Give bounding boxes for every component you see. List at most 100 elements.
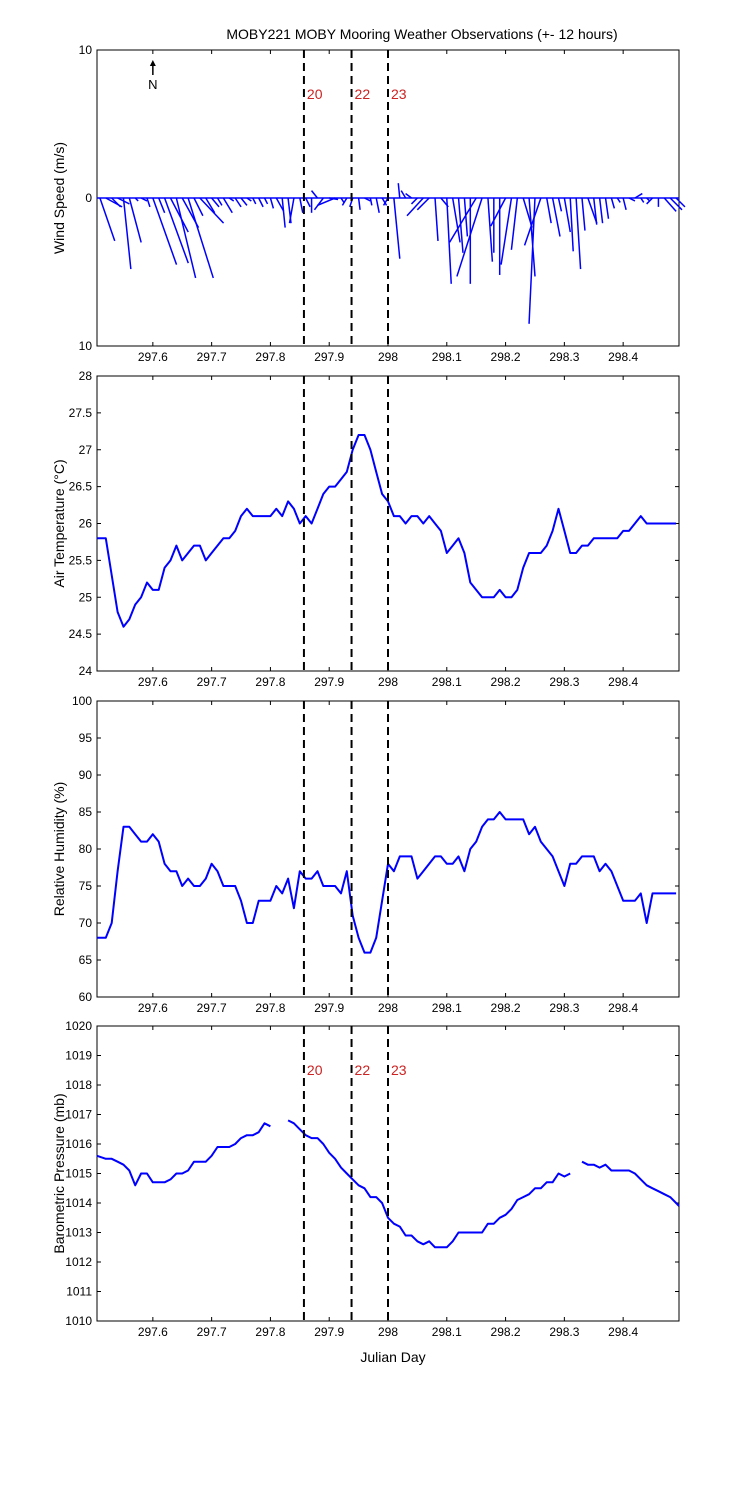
relative-humidity-y-tick-label: 70 <box>79 916 93 930</box>
air-temperature-y-tick-label: 25 <box>79 590 93 604</box>
wind-stick <box>451 197 461 243</box>
wind-stick <box>569 197 574 252</box>
wind-stick <box>340 197 345 203</box>
wind-stick <box>317 197 336 207</box>
wind-stick <box>640 197 645 203</box>
wind-stick <box>575 197 582 270</box>
relative-humidity-y-tick-label: 60 <box>79 990 93 1004</box>
air-temperature-x-tick-label: 297.9 <box>314 675 344 689</box>
relative-humidity-x-tick-label: 298.1 <box>432 1001 462 1015</box>
wind-stick <box>669 197 683 211</box>
wind-stick <box>299 197 304 213</box>
wind-stick <box>416 197 430 211</box>
wind-speed-x-tick-label: 298.3 <box>549 350 579 364</box>
wind-speed-x-tick-label: 298.2 <box>491 350 521 364</box>
wind-stick <box>397 183 401 199</box>
barometric-pressure-series-line <box>96 1122 271 1187</box>
wind-stick <box>222 197 233 214</box>
air-temperature-y-tick-label: 28 <box>79 369 93 383</box>
wind-speed-event-label: 20 <box>307 86 323 102</box>
wind-stick <box>357 197 361 210</box>
relative-humidity-y-tick-label: 65 <box>79 953 93 967</box>
air-temperature-x-tick-label: 297.7 <box>197 675 227 689</box>
barometric-pressure-y-tick-label: 1013 <box>65 1226 92 1240</box>
barometric-pressure-y-tick-label: 1015 <box>65 1167 92 1181</box>
wind-speed-x-tick-label: 298 <box>378 350 398 364</box>
wind-speed-y-tick-label: 10 <box>79 43 93 57</box>
wind-speed-x-tick-label: 297.9 <box>314 350 344 364</box>
wind-speed-y-tick-label: 10 <box>79 339 93 353</box>
wind-stick <box>528 197 536 277</box>
air-temperature-x-tick-label: 298.4 <box>608 675 638 689</box>
wind-stick <box>523 197 542 246</box>
relative-humidity-y-tick-label: 90 <box>79 768 93 782</box>
wind-stick <box>381 197 388 206</box>
barometric-pressure-y-tick-label: 1017 <box>65 1108 92 1122</box>
relative-humidity-x-tick-label: 298.4 <box>608 1001 638 1015</box>
air-temperature-panel: 24 24.5 25 25.5 26 26.5 27 27.5 28 297.6 297.7 297.… <box>51 369 680 689</box>
wind-stick <box>99 197 116 242</box>
barometric-pressure-x-tick-label: 297.8 <box>255 1325 285 1339</box>
wind-stick <box>111 197 122 208</box>
wind-stick <box>610 197 616 209</box>
wind-stick <box>622 197 627 211</box>
wind-stick <box>193 197 204 217</box>
barometric-pressure-y-tick-label: 1020 <box>65 1019 92 1033</box>
wind-speed-x-tick-label: 297.6 <box>138 350 168 364</box>
wind-stick <box>375 197 380 213</box>
air-temperature-y-tick-label: 27 <box>79 443 93 457</box>
relative-humidity-x-tick-label: 297.7 <box>197 1001 227 1015</box>
wind-stick <box>400 190 407 199</box>
barometric-pressure-y-tick-label: 1016 <box>65 1137 92 1151</box>
barometric-pressure-series-line <box>581 1160 680 1207</box>
wind-stick <box>252 197 257 205</box>
barometric-pressure-event-label: 20 <box>307 1062 323 1078</box>
wind-stick <box>616 197 621 203</box>
wind-stick <box>500 197 513 265</box>
wind-stick <box>263 197 269 205</box>
relative-humidity-panel: 60 65 70 75 80 85 90 95 100 297.6 297.7 297.8 297.9 2… <box>51 694 680 1015</box>
wind-stick <box>140 197 148 202</box>
air-temperature-x-tick-label: 297.8 <box>255 675 285 689</box>
wind-stick <box>199 197 225 224</box>
air-temperature-y-tick-label: 26 <box>79 517 93 531</box>
barometric-pressure-y-tick-label: 1019 <box>65 1049 92 1063</box>
relative-humidity-x-tick-label: 298.2 <box>491 1001 521 1015</box>
wind-stick <box>393 197 401 259</box>
wind-stick <box>187 197 214 279</box>
wind-stick <box>581 197 586 231</box>
air-temperature-y-axis-label: Air Temperature (°C) <box>51 459 67 587</box>
figure-title: MOBY221 MOBY Mooring Weather Observation… <box>226 26 617 42</box>
wind-stick <box>634 192 643 199</box>
air-temperature-x-tick-label: 298.2 <box>491 675 521 689</box>
relative-humidity-x-tick-label: 297.8 <box>255 1001 285 1015</box>
wind-stick <box>169 197 189 233</box>
wind-stick <box>134 197 139 202</box>
wind-stick <box>146 197 151 208</box>
wind-stick <box>628 197 636 202</box>
relative-humidity-x-tick-label: 298.3 <box>549 1001 579 1015</box>
wind-stick <box>646 197 654 205</box>
wind-stick <box>587 197 598 224</box>
wind-stick <box>490 197 507 227</box>
wind-stick <box>275 197 285 212</box>
wind-stick <box>163 197 189 264</box>
barometric-pressure-panel: 1010 1011 1012 1013 1014 1015 1016 1017 1018 1019… <box>51 1019 680 1339</box>
wind-speed-event-label: 22 <box>355 86 371 102</box>
wind-stick <box>205 197 216 214</box>
wind-stick <box>663 197 677 212</box>
relative-humidity-y-tick-label: 80 <box>79 842 93 856</box>
barometric-pressure-x-tick-label: 298.3 <box>549 1325 579 1339</box>
north-label: N <box>148 77 157 92</box>
wind-stick <box>369 197 373 206</box>
wind-stick <box>604 197 610 219</box>
wind-speed-y-axis-label: Wind Speed (m/s) <box>51 142 67 254</box>
wind-speed-x-tick-label: 298.1 <box>432 350 462 364</box>
barometric-pressure-x-tick-label: 298.1 <box>432 1325 462 1339</box>
air-temperature-series-line <box>97 434 677 628</box>
north-arrowhead <box>149 60 156 66</box>
relative-humidity-x-tick-label: 298 <box>378 1001 398 1015</box>
air-temperature-x-tick-label: 298.3 <box>549 675 579 689</box>
barometric-pressure-x-tick-label: 298.4 <box>608 1325 638 1339</box>
wind-stick <box>211 197 220 208</box>
